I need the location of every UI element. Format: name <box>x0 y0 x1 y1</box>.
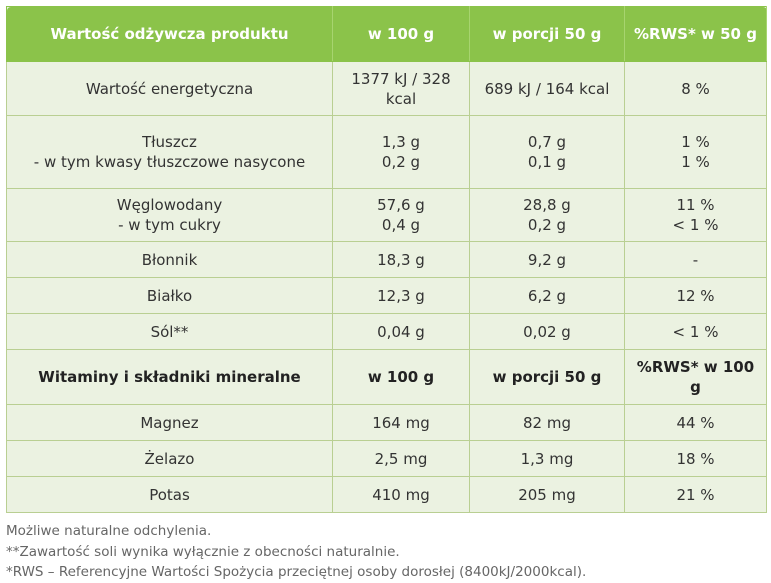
table-row-potassium: Potas 410 mg 205 mg 21 % <box>6 476 767 513</box>
minerals-header-nutrient: Witaminy i składniki mineralne <box>6 349 333 405</box>
nutrition-table: Wartość odżywcza produktu w 100 g w porc… <box>6 6 767 513</box>
table-row-salt: Sól** 0,04 g 0,02 g < 1 % <box>6 313 767 350</box>
minerals-header-per-100g: w 100 g <box>332 349 470 405</box>
cell-per-100g: 1377 kJ / 328 kcal <box>332 61 470 116</box>
cell-rws: 11 % < 1 % <box>624 188 767 242</box>
cell-rws: 21 % <box>624 476 767 513</box>
sub-value: 0,4 g <box>381 216 421 234</box>
cell-per-portion: 1,3 mg <box>469 440 625 477</box>
value: 0,7 g <box>527 133 567 151</box>
cell-per-100g: 410 mg <box>332 476 470 513</box>
value: 11 % <box>676 196 715 214</box>
cell-rws: < 1 % <box>624 313 767 350</box>
cell-rws: 44 % <box>624 404 767 441</box>
cell-per-100g: 164 mg <box>332 404 470 441</box>
value: 1,3 g <box>381 133 421 151</box>
table-row-protein: Białko 12,3 g 6,2 g 12 % <box>6 277 767 314</box>
cell-rws: 12 % <box>624 277 767 314</box>
cell-per-portion: 82 mg <box>469 404 625 441</box>
table-header-row: Wartość odżywcza produktu w 100 g w porc… <box>6 6 767 62</box>
cell-per-portion: 689 kJ / 164 kcal <box>469 61 625 116</box>
cell-per-100g: 2,5 mg <box>332 440 470 477</box>
cell-per-portion: 0,7 g 0,1 g <box>469 115 625 189</box>
cell-per-portion: 0,02 g <box>469 313 625 350</box>
cell-name: Białko <box>6 277 333 314</box>
sub-value: 1 % <box>681 153 710 171</box>
sub-nutrient-name: - w tym kwasy tłuszczowe nasycone <box>33 153 306 171</box>
cell-name: Błonnik <box>6 241 333 278</box>
header-per-portion: w porcji 50 g <box>469 6 625 62</box>
table-row-carbohydrates: Węglowodany - w tym cukry 57,6 g 0,4 g 2… <box>6 188 767 242</box>
cell-per-100g: 57,6 g 0,4 g <box>332 188 470 242</box>
footnotes: Możliwe naturalne odchylenia. **Zawartoś… <box>6 521 586 583</box>
table-row-magnesium: Magnez 164 mg 82 mg 44 % <box>6 404 767 441</box>
cell-name: Sól** <box>6 313 333 350</box>
table-row-energy: Wartość energetyczna 1377 kJ / 328 kcal … <box>6 61 767 116</box>
cell-name: Potas <box>6 476 333 513</box>
footnote-variation: Możliwe naturalne odchylenia. <box>6 523 212 539</box>
header-per-100g: w 100 g <box>332 6 470 62</box>
value: 57,6 g <box>377 196 425 214</box>
cell-per-100g: 1,3 g 0,2 g <box>332 115 470 189</box>
minerals-header-rws: %RWS* w 100 g <box>624 349 767 405</box>
sub-value: < 1 % <box>672 216 719 234</box>
cell-name: Magnez <box>6 404 333 441</box>
cell-rws: 18 % <box>624 440 767 477</box>
footnote-salt: **Zawartość soli wynika wyłącznie z obec… <box>6 543 400 560</box>
header-rws: %RWS* w 50 g <box>624 6 767 62</box>
cell-per-100g: 18,3 g <box>332 241 470 278</box>
cell-rws: 8 % <box>624 61 767 116</box>
nutrient-name: Węglowodany <box>116 196 223 214</box>
sub-nutrient-name: - w tym cukry <box>118 216 221 234</box>
nutrient-name: Tłuszcz <box>142 133 197 151</box>
table-row-fiber: Błonnik 18,3 g 9,2 g - <box>6 241 767 278</box>
cell-per-portion: 6,2 g <box>469 277 625 314</box>
table-row-fat: Tłuszcz - w tym kwasy tłuszczowe nasycon… <box>6 115 767 189</box>
cell-per-100g: 12,3 g <box>332 277 470 314</box>
cell-rws: 1 % 1 % <box>624 115 767 189</box>
table-row-iron: Żelazo 2,5 mg 1,3 mg 18 % <box>6 440 767 477</box>
cell-name: Wartość energetyczna <box>6 61 333 116</box>
cell-per-portion: 205 mg <box>469 476 625 513</box>
cell-rws: - <box>624 241 767 278</box>
value: 28,8 g <box>523 196 571 214</box>
cell-per-100g: 0,04 g <box>332 313 470 350</box>
minerals-header-per-portion: w porcji 50 g <box>469 349 625 405</box>
sub-value: 0,2 g <box>381 153 421 171</box>
cell-per-portion: 28,8 g 0,2 g <box>469 188 625 242</box>
footnote-rws: *RWS – Referencyjne Wartości Spożycia pr… <box>6 564 587 580</box>
value: 1 % <box>681 133 710 151</box>
sub-value: 0,1 g <box>527 153 567 171</box>
cell-name: Węglowodany - w tym cukry <box>6 188 333 242</box>
header-nutrient: Wartość odżywcza produktu <box>6 6 333 62</box>
cell-name: Żelazo <box>6 440 333 477</box>
minerals-header-row: Witaminy i składniki mineralne w 100 g w… <box>6 349 767 405</box>
cell-name: Tłuszcz - w tym kwasy tłuszczowe nasycon… <box>6 115 333 189</box>
sub-value: 0,2 g <box>527 216 567 234</box>
cell-per-portion: 9,2 g <box>469 241 625 278</box>
